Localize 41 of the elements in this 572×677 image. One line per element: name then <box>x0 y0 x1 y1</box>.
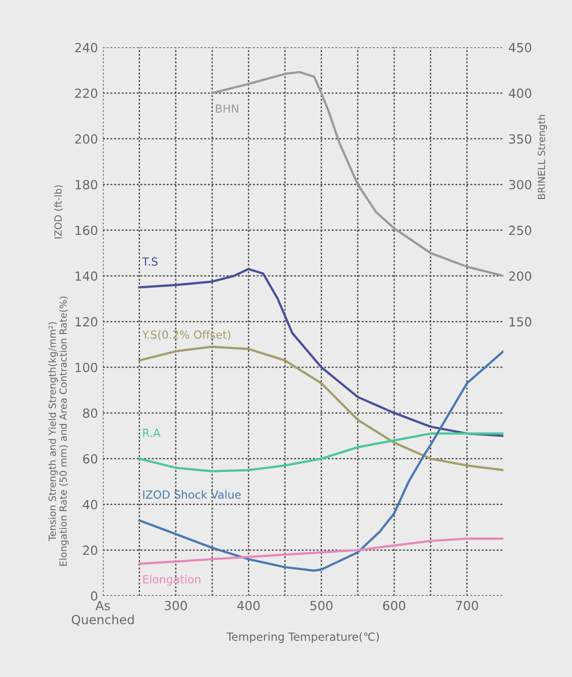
line-series <box>138 346 504 472</box>
y-tick-label: 20 <box>83 546 98 555</box>
series-label: T.S <box>142 257 158 266</box>
y-tick-label: 40 <box>82 500 98 510</box>
x-axis-title: Tempering Temperature(℃) <box>226 632 379 644</box>
y-tick-label: 240 <box>75 42 98 52</box>
series-label: BHN <box>216 104 238 113</box>
x-tick-label: 600 <box>383 600 406 610</box>
series-label: IZOD Shock Value <box>143 490 241 499</box>
y-tick-label: 60 <box>83 454 98 464</box>
y2-tick-label: 200 <box>509 271 532 281</box>
y-tick-label: 180 <box>76 180 98 190</box>
x-tick-label: 400 <box>237 600 260 610</box>
y-tick-label: 140 <box>76 271 98 281</box>
y-tick-label: 220 <box>75 88 98 98</box>
series-label: Elongation <box>143 574 200 586</box>
y2-tick-label: 400 <box>508 88 532 98</box>
y2-tick-label: 300 <box>509 180 532 190</box>
y-tick-label: 120 <box>76 317 98 326</box>
y2-tick-label: 250 <box>509 226 532 236</box>
y2-tick-label: 150 <box>510 317 532 326</box>
x-tick-label: 700 <box>456 600 478 610</box>
y-tick-label: 160 <box>76 226 98 236</box>
y-tick-label: 80 <box>83 408 98 418</box>
x-tick-label: As Quenched <box>72 601 134 626</box>
text: IZOD (ft-lb) <box>54 185 63 238</box>
y2-tick-label: 350 <box>509 134 532 144</box>
line-series <box>138 350 504 572</box>
y-axis-title: Tension Strength and Yield Strength(kg/mm²) Elongation Rate (50 mm) and Area Contraction Rate(%) <box>48 296 69 566</box>
x-tick-label: 300 <box>164 600 187 610</box>
series-label: Y.S(0.2% Offset) <box>142 330 230 340</box>
line-series <box>138 538 504 565</box>
line-series <box>138 268 504 437</box>
y-tick-label: 0 <box>90 591 98 601</box>
y-tick-label: 200 <box>75 134 98 144</box>
y2-tick-label: 450 <box>508 42 532 52</box>
line-series <box>211 70 504 277</box>
x-tick-label: 500 <box>310 600 332 610</box>
series-label: R.A <box>143 428 160 437</box>
y2-axis-title: BRINELL Strength <box>538 115 548 199</box>
y-tick-label: 100 <box>76 362 98 372</box>
